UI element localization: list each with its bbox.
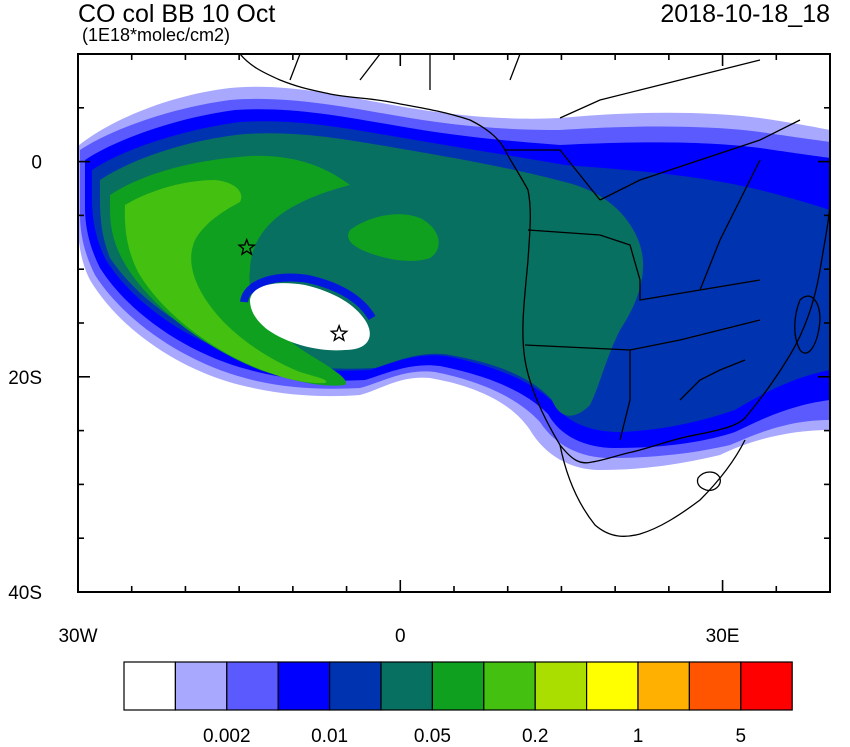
map-title: CO col BB 10 Oct <box>78 0 276 28</box>
lon-tick-label: 30E <box>706 626 740 647</box>
border-9 <box>289 54 521 90</box>
colorbar-box <box>277 661 331 711</box>
plume-hole-rim <box>240 273 376 321</box>
colorbar-label: 0.002 <box>203 726 251 747</box>
border-8 <box>679 359 746 401</box>
colorbar-box <box>483 661 536 711</box>
border-6 <box>559 59 761 119</box>
colorbar-label: 0.05 <box>414 726 451 747</box>
map-units: (1E18*molec/cm2) <box>82 25 231 45</box>
colorbar-box <box>226 661 279 711</box>
lon-tick-label: 0 <box>395 626 406 647</box>
colorbar-box <box>431 661 485 711</box>
map-timestamp: 2018-10-18_18 <box>660 0 830 28</box>
lat-tick-label: 20S <box>8 368 42 389</box>
star-marker-1 <box>237 237 257 256</box>
colorbar-box <box>740 661 793 711</box>
lat-tick-label: 40S <box>8 583 42 604</box>
colorbar-box <box>380 661 434 711</box>
axis-labels: 0 20S 40S 30W 0 30E <box>8 153 739 647</box>
africa-coast-south <box>559 439 746 537</box>
marker-layer <box>237 237 349 342</box>
border-5 <box>599 119 801 201</box>
colorbar-label: 0.01 <box>311 726 348 747</box>
colorbar-box <box>123 661 177 711</box>
plume-clear-hole <box>250 283 370 351</box>
plume-layers <box>78 86 830 470</box>
border-4 <box>629 319 761 351</box>
border-7 <box>699 159 761 291</box>
border-1 <box>505 149 601 201</box>
lon-tick-label: 30W <box>58 626 97 647</box>
colorbar-label: 0.2 <box>522 726 548 747</box>
colorbar-box <box>688 661 742 711</box>
coastlines <box>239 54 830 537</box>
lesotho <box>696 471 721 492</box>
colorbar-label: 5 <box>736 726 747 747</box>
colorbar: 0.002 0.01 0.05 0.2 1 5 <box>123 661 793 747</box>
colorbar-box <box>329 661 382 711</box>
africa-coastline <box>239 54 830 464</box>
colorbar-box <box>637 661 691 711</box>
border-3 <box>524 344 631 441</box>
plume-band-green-east <box>348 214 439 261</box>
star-marker-2 <box>329 323 349 342</box>
lat-tick-label: 0 <box>31 153 42 174</box>
plume-band-bright-green <box>124 180 327 384</box>
colorbar-box <box>585 661 639 711</box>
colorbar-box <box>534 661 588 711</box>
axis-ticks <box>77 53 831 593</box>
madagascar <box>794 295 821 354</box>
colorbar-box <box>174 661 228 711</box>
colorbar-label: 1 <box>633 726 644 747</box>
